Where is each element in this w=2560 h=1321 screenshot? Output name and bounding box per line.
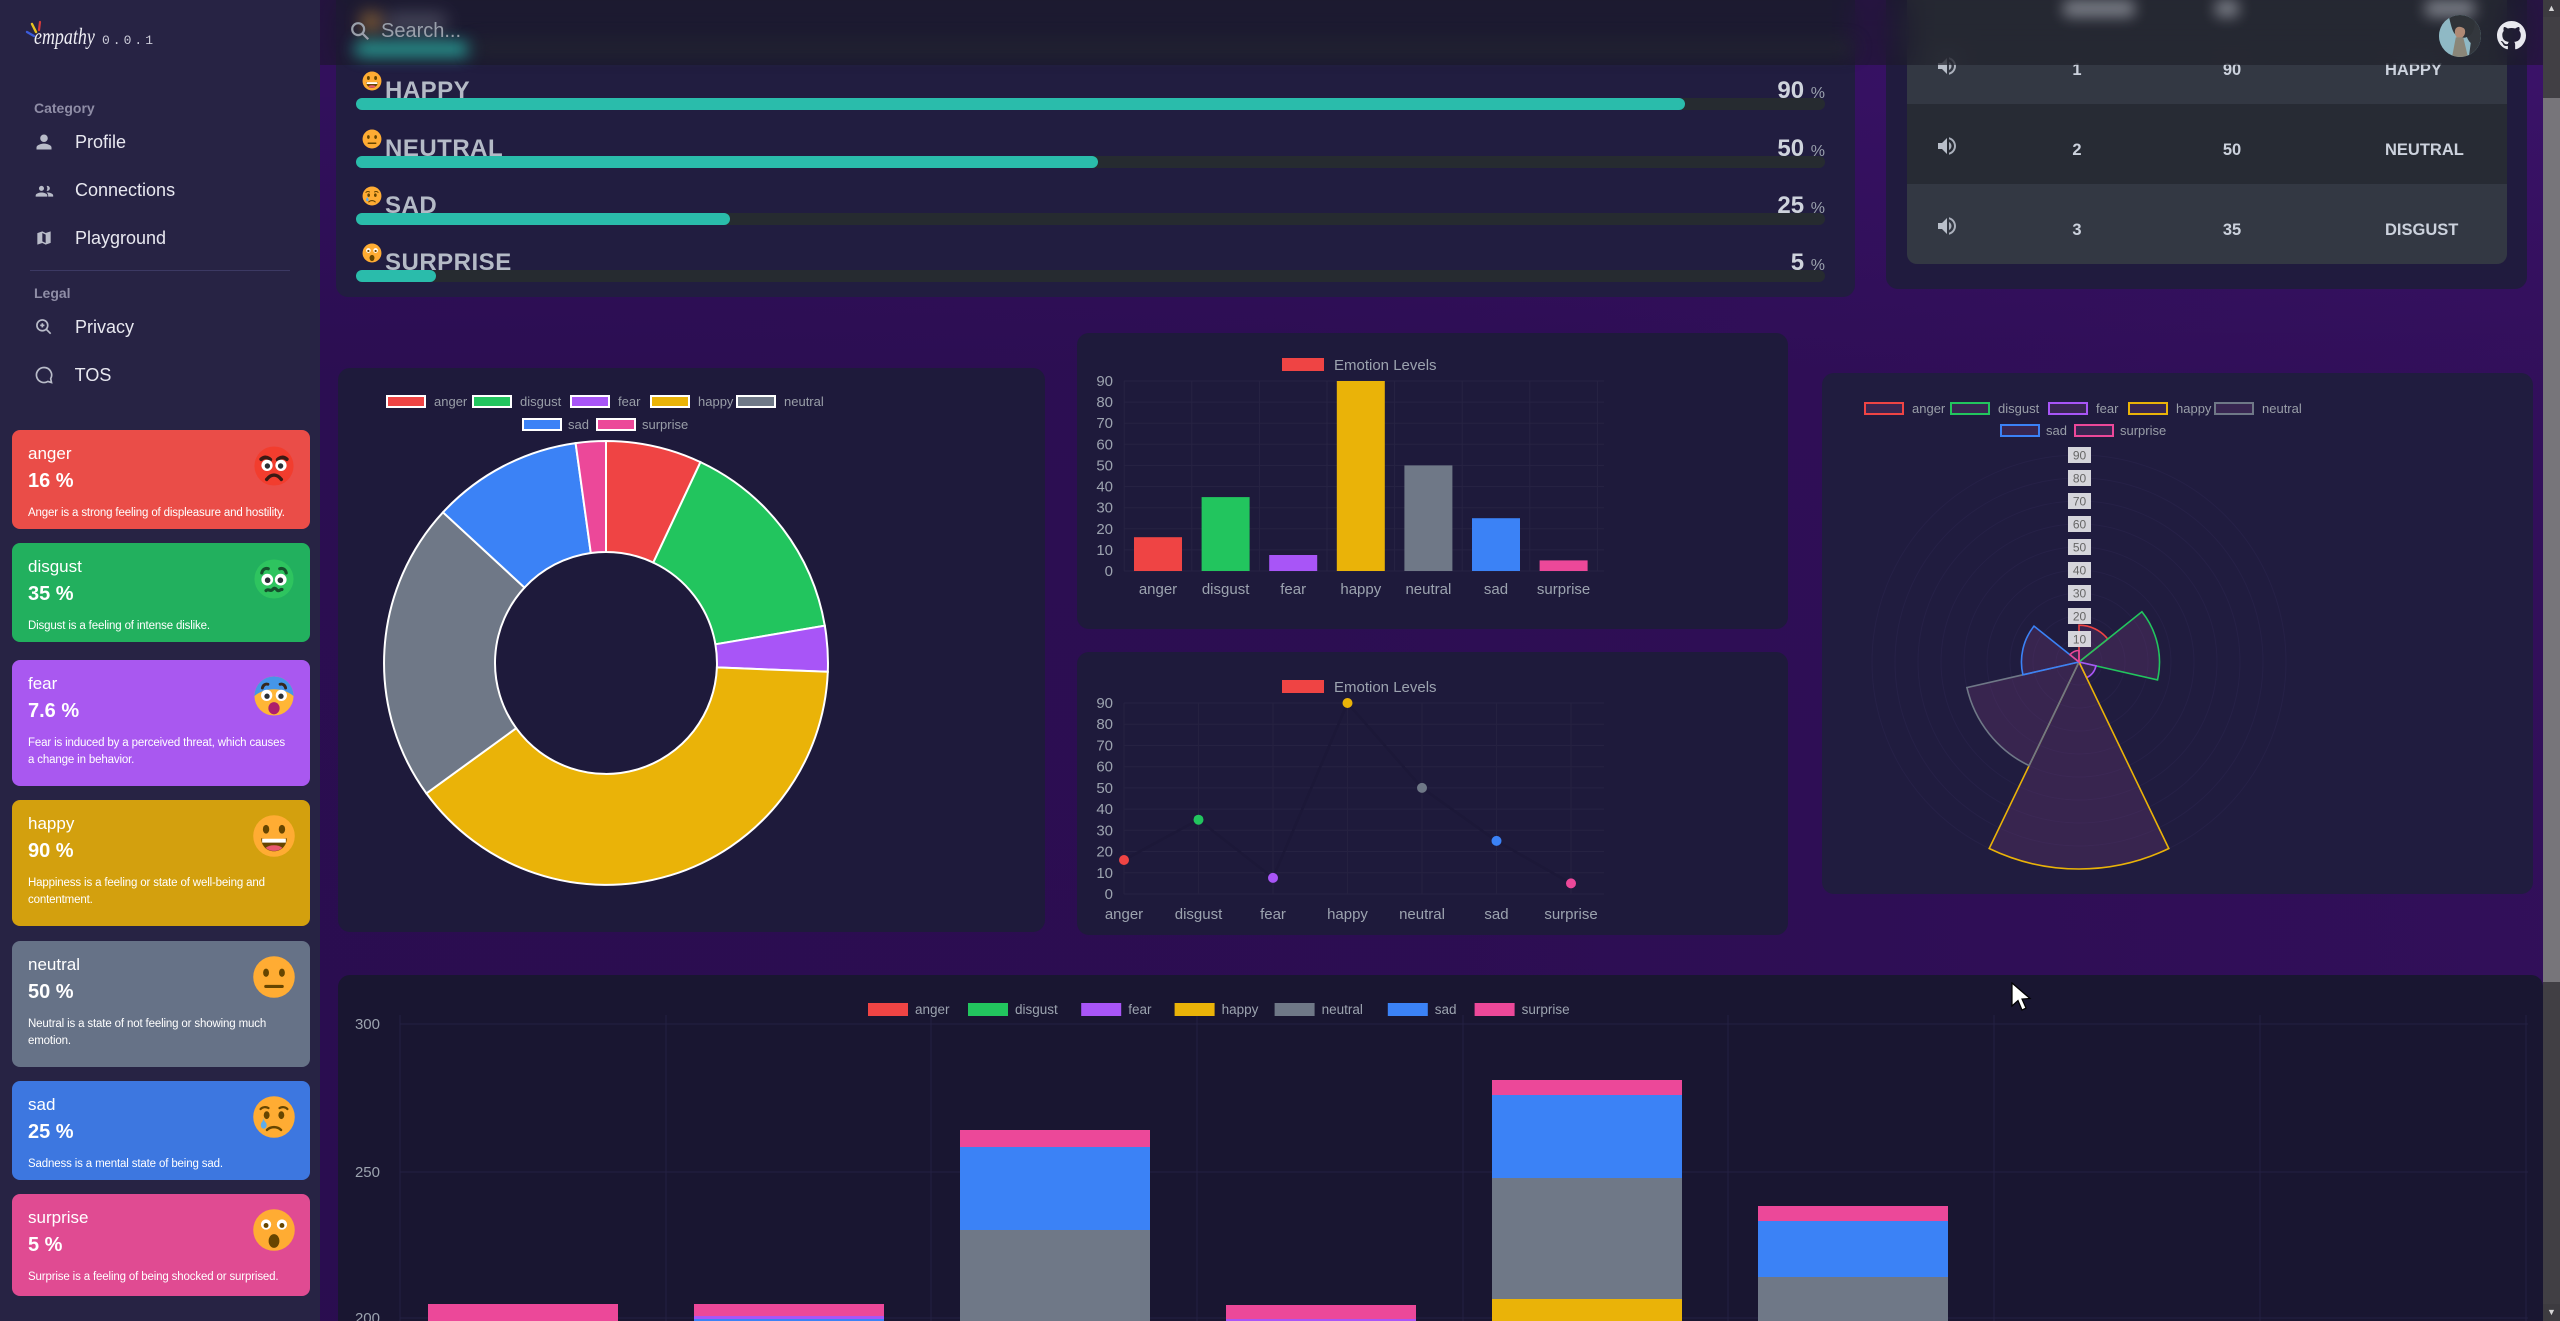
- svg-text:300: 300: [355, 1016, 380, 1033]
- svg-text:disgust: disgust: [1202, 581, 1250, 598]
- svg-text:50: 50: [2073, 541, 2087, 555]
- svg-text:anger: anger: [1139, 581, 1177, 598]
- svg-text:fear: fear: [1280, 581, 1306, 598]
- svg-text:fear: fear: [1128, 1002, 1152, 1017]
- svg-text:90: 90: [1096, 695, 1113, 712]
- svg-text:disgust: disgust: [1015, 1002, 1058, 1017]
- svg-text:10: 10: [1096, 865, 1113, 882]
- svg-text:Emotion Levels: Emotion Levels: [1334, 679, 1437, 696]
- svg-text:neutral: neutral: [1405, 581, 1451, 598]
- svg-text:250: 250: [355, 1164, 380, 1181]
- svg-text:30: 30: [1096, 500, 1113, 517]
- svg-text:0: 0: [1105, 563, 1113, 580]
- svg-text:40: 40: [1096, 479, 1113, 496]
- svg-text:sad: sad: [1435, 1002, 1457, 1017]
- svg-text:sad: sad: [1484, 581, 1508, 598]
- svg-text:surprise: surprise: [1544, 906, 1597, 923]
- svg-text:anger: anger: [915, 1002, 950, 1017]
- svg-text:neutral: neutral: [1399, 906, 1445, 923]
- svg-text:30: 30: [1096, 822, 1113, 839]
- svg-text:50: 50: [1096, 457, 1113, 474]
- svg-text:happy: happy: [1340, 581, 1381, 598]
- svg-text:anger: anger: [1105, 906, 1143, 923]
- svg-text:disgust: disgust: [1175, 906, 1223, 923]
- svg-text:30: 30: [2073, 587, 2087, 601]
- svg-text:10: 10: [1096, 542, 1113, 559]
- svg-text:surprise: surprise: [1537, 581, 1590, 598]
- svg-text:happy: happy: [1222, 1002, 1259, 1017]
- svg-text:50: 50: [1096, 780, 1113, 797]
- svg-text:80: 80: [2073, 472, 2087, 486]
- svg-text:70: 70: [1096, 415, 1113, 432]
- svg-text:90: 90: [2073, 449, 2087, 463]
- svg-text:80: 80: [1096, 716, 1113, 733]
- svg-text:60: 60: [1096, 436, 1113, 453]
- svg-text:Emotion Levels: Emotion Levels: [1334, 357, 1437, 374]
- svg-text:70: 70: [1096, 737, 1113, 754]
- svg-text:60: 60: [1096, 759, 1113, 776]
- svg-text:40: 40: [1096, 801, 1113, 818]
- svg-text:surprise: surprise: [1522, 1002, 1570, 1017]
- svg-text:neutral: neutral: [1322, 1002, 1363, 1017]
- svg-text:60: 60: [2073, 518, 2087, 532]
- svg-text:70: 70: [2073, 495, 2087, 509]
- svg-text:10: 10: [2073, 633, 2087, 647]
- svg-text:sad: sad: [1484, 906, 1508, 923]
- svg-text:20: 20: [1096, 521, 1113, 538]
- svg-text:80: 80: [1096, 394, 1113, 411]
- svg-text:20: 20: [1096, 844, 1113, 861]
- svg-text:0: 0: [1105, 886, 1113, 903]
- svg-text:40: 40: [2073, 564, 2087, 578]
- svg-text:fear: fear: [1260, 906, 1286, 923]
- svg-text:90: 90: [1096, 373, 1113, 390]
- svg-text:200: 200: [355, 1310, 380, 1321]
- svg-text:happy: happy: [1327, 906, 1368, 923]
- svg-text:20: 20: [2073, 610, 2087, 624]
